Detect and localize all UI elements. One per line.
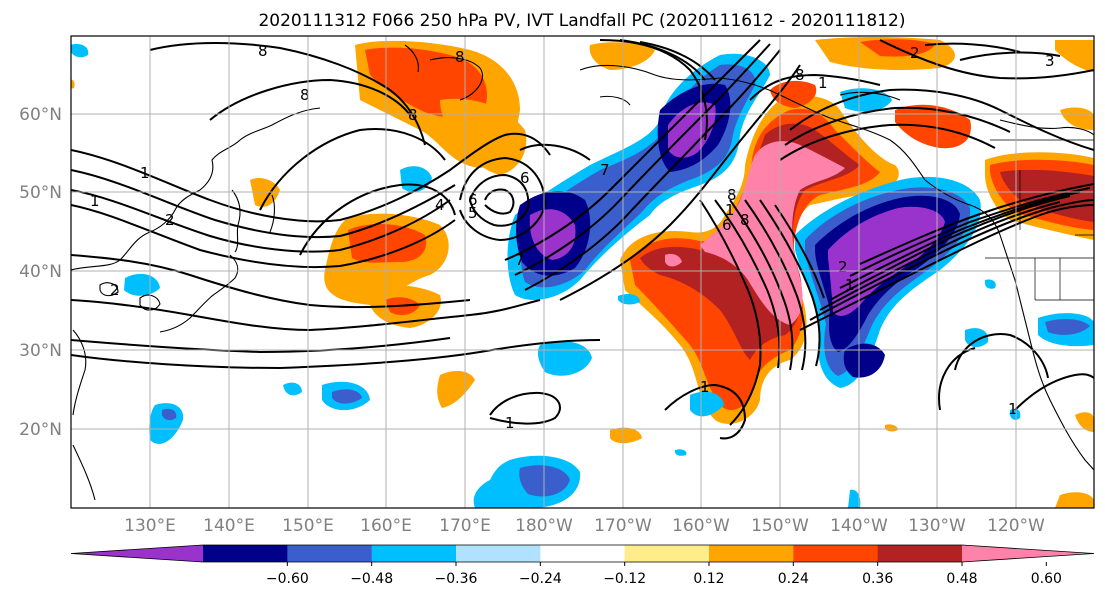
contour-label: 2 — [838, 258, 848, 276]
lon-label: 120°W — [987, 516, 1045, 536]
colorbar-tick-label: −0.60 — [266, 571, 309, 587]
colorbar-extend-high — [962, 545, 1094, 562]
contour-labels: 8 8 1 1 2 2 4 6 5 6 7 8 8 1 1 6 8 2 1 3 … — [90, 42, 1055, 432]
contour-label: 5 — [468, 204, 478, 222]
lat-label: 60°N — [19, 105, 62, 125]
pv-anomaly-shading — [71, 37, 1094, 508]
lon-label: 170°W — [594, 516, 652, 536]
colorbar-swatch — [456, 545, 541, 562]
contour-label: 1 — [845, 276, 855, 294]
pv-contours — [71, 39, 1094, 440]
colorbar-tick-label: −0.12 — [603, 571, 646, 587]
lat-label: 20°N — [19, 420, 62, 440]
contour-label: 8 — [455, 48, 465, 66]
contour-label: 1 — [140, 164, 150, 182]
lon-label: 150°W — [751, 516, 809, 536]
colorbar-tick-label: 0.24 — [778, 571, 809, 587]
colorbar-tick-label: 0.48 — [946, 571, 977, 587]
lon-label: 170°E — [439, 516, 491, 536]
contour-label: 1 — [90, 192, 100, 210]
colorbar-swatch — [877, 545, 963, 562]
contour-label: 8 — [727, 186, 737, 204]
colorbar-swatch — [793, 545, 879, 562]
colorbar-swatch — [709, 545, 794, 562]
lat-label: 50°N — [19, 183, 62, 203]
lon-label: 160°W — [672, 516, 730, 536]
colorbar-swatch — [203, 545, 288, 562]
contour-label: 6 — [722, 216, 732, 234]
colorbar-outline — [70, 544, 1095, 563]
lon-label: 180°W — [515, 516, 573, 536]
colorbar-swatch — [624, 545, 710, 562]
colorbar-swatch — [540, 545, 626, 562]
colorbar-tick-label: −0.36 — [435, 571, 478, 587]
lon-label: 160°E — [360, 516, 412, 536]
colorbar-extend-low — [71, 545, 203, 562]
chart-title: 2020111312 F066 250 hPa PV, IVT Landfall… — [258, 11, 905, 31]
contour-label: 2 — [910, 44, 920, 62]
lon-label: 140°W — [830, 516, 888, 536]
lon-label: 150°E — [282, 516, 334, 536]
colorbar-tick-label: 0.60 — [1031, 571, 1062, 587]
longitude-labels: 130°E 140°E 150°E 160°E 170°E 180°W 170°… — [124, 516, 1045, 536]
contour-label: 8 — [795, 66, 805, 84]
colorbar-tick-label: 0.12 — [693, 571, 724, 587]
contour-label: 8 — [258, 42, 268, 60]
contour-label: 3 — [1045, 52, 1055, 70]
lon-label: 130°W — [908, 516, 966, 536]
contour-label: 1 — [725, 201, 735, 219]
lat-label: 30°N — [19, 341, 62, 361]
contour-label: 8 — [300, 86, 310, 104]
colorbar-swatch — [371, 545, 457, 562]
colorbar: −0.60 −0.48 −0.36 −0.24 −0.12 0.12 0.24 0.36 0.4… — [70, 544, 1095, 587]
contour-label: 6 — [468, 191, 478, 209]
contour-label: 1 — [818, 74, 828, 92]
contour-label: 8 — [408, 106, 418, 124]
colorbar-swatch — [287, 545, 373, 562]
latitude-labels: 60°N 50°N 40°N 30°N 20°N — [19, 105, 62, 440]
contour-label: 6 — [520, 169, 530, 187]
colorbar-tick-label: −0.24 — [519, 571, 562, 587]
contour-label: 8 — [740, 211, 750, 229]
colorbar-tick-label: −0.48 — [350, 571, 393, 587]
contour-label: 4 — [435, 196, 445, 214]
colorbar-tick-label: 0.36 — [862, 571, 893, 587]
contour-label: 2 — [110, 281, 120, 299]
contour-label: 1 — [1008, 400, 1018, 418]
lon-label: 140°E — [203, 516, 255, 536]
lat-label: 40°N — [19, 262, 62, 282]
contour-label: 2 — [165, 211, 175, 229]
lon-label: 130°E — [124, 516, 176, 536]
map-frame — [70, 35, 1095, 509]
contour-label: 7 — [600, 161, 610, 179]
contour-label: 1 — [505, 414, 515, 432]
map-panel: 8 8 1 1 2 2 4 6 5 6 7 8 8 1 1 6 8 2 1 3 … — [71, 36, 1094, 508]
political-borders — [985, 139, 1094, 301]
contour-label: 1 — [700, 378, 710, 396]
gridlines — [71, 36, 1094, 508]
contour-label: 7 — [515, 251, 525, 269]
